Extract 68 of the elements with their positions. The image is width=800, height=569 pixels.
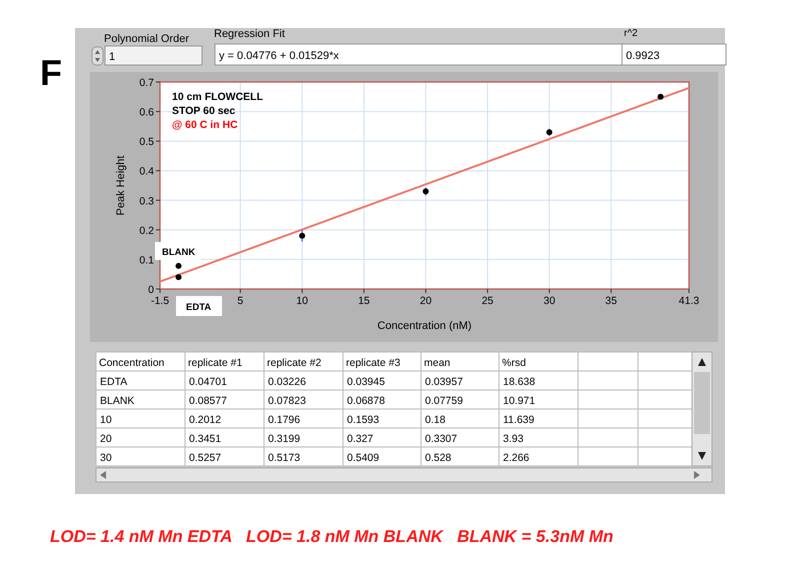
text: 0.2012 bbox=[189, 414, 222, 426]
y-tick-label: 0.1 bbox=[139, 254, 154, 266]
y-tick-label: 0.7 bbox=[139, 77, 154, 89]
x-tick-label: 30 bbox=[543, 295, 556, 307]
category-label: 10 bbox=[100, 414, 112, 426]
category-label: 30 bbox=[100, 452, 112, 464]
x-tick-label: 35 bbox=[605, 295, 618, 307]
text: F bbox=[40, 52, 62, 93]
category-label: BLANK bbox=[100, 395, 134, 407]
x-axis-title: Concentration (nM) bbox=[377, 320, 472, 332]
text: 0.03945 bbox=[347, 376, 385, 388]
category-label: replicate #3 bbox=[346, 357, 400, 369]
text: 0.1796 bbox=[268, 414, 300, 426]
x-tick-label: 10 bbox=[296, 295, 308, 307]
text: 0.9923 bbox=[626, 50, 660, 62]
y-tick-label: 0 bbox=[148, 284, 154, 296]
text: 0.3199 bbox=[268, 433, 300, 445]
y-tick-label: 0.2 bbox=[139, 224, 154, 237]
category-label: replicate #2 bbox=[267, 357, 322, 369]
text: 18.638 bbox=[503, 376, 536, 388]
category-label: Concentration bbox=[99, 357, 165, 369]
category-label: replicate #1 bbox=[188, 357, 242, 369]
annotation: BLANK bbox=[162, 247, 196, 258]
annotation: 10 cm FLOWCELL bbox=[172, 91, 264, 103]
text: LOD= 1.4 nM Mn EDTA LOD= 1.8 nM Mn BLANK BLANK = 5.3nM Mn bbox=[50, 527, 614, 546]
text: 0.18 bbox=[425, 414, 446, 426]
text: 11.639 bbox=[503, 414, 534, 426]
text: 0.08577 bbox=[189, 395, 227, 407]
x-tick-label: 25 bbox=[482, 295, 494, 307]
text: Polynomial Order bbox=[104, 33, 190, 45]
y-tick-label: 0.4 bbox=[139, 166, 154, 178]
text: r^2 bbox=[624, 28, 638, 39]
category-label: EDTA bbox=[100, 376, 128, 388]
y-tick-label: 0.6 bbox=[139, 106, 154, 119]
text: 0.07823 bbox=[268, 395, 306, 407]
annotation: STOP 60 sec bbox=[172, 105, 236, 117]
annotation: @ 60 C in HC bbox=[172, 119, 238, 131]
text: 0.04701 bbox=[189, 376, 227, 388]
text: y = 0.04776 + 0.01529*x bbox=[219, 50, 340, 62]
category-label: 20 bbox=[100, 433, 112, 445]
text: 2.266 bbox=[503, 452, 530, 464]
x-tick-label: -1.5 bbox=[150, 295, 170, 307]
text: 0.03957 bbox=[425, 376, 463, 388]
text: 0.06878 bbox=[347, 395, 385, 407]
x-tick-label: 15 bbox=[358, 295, 370, 307]
y-tick-label: 0.3 bbox=[139, 195, 154, 208]
x-tick-label: 41.3 bbox=[678, 295, 700, 307]
x-tick-label: 5 bbox=[237, 295, 244, 307]
text: EDTA bbox=[186, 302, 212, 313]
category-label: %rsd bbox=[502, 357, 526, 369]
y-axis-title: Peak Height bbox=[115, 156, 127, 216]
text: 0.5257 bbox=[189, 452, 222, 464]
text: 0.07759 bbox=[425, 395, 463, 407]
text: 0.5409 bbox=[347, 452, 380, 464]
text: 3.93 bbox=[503, 433, 524, 445]
text: 1 bbox=[109, 51, 116, 63]
text: 0.528 bbox=[425, 452, 452, 464]
text: Regression Fit bbox=[214, 28, 285, 40]
text: 0.1593 bbox=[347, 414, 380, 426]
category-label: mean bbox=[424, 357, 450, 369]
y-tick-label: 0.5 bbox=[139, 136, 154, 148]
text: 0.5173 bbox=[268, 452, 300, 464]
text: 10.971 bbox=[503, 395, 536, 407]
text: 0.3451 bbox=[189, 433, 222, 445]
text: 0.03226 bbox=[268, 376, 306, 388]
x-tick-label: 20 bbox=[420, 295, 432, 307]
text: 0.3307 bbox=[425, 433, 458, 445]
text: 0.327 bbox=[347, 433, 374, 445]
